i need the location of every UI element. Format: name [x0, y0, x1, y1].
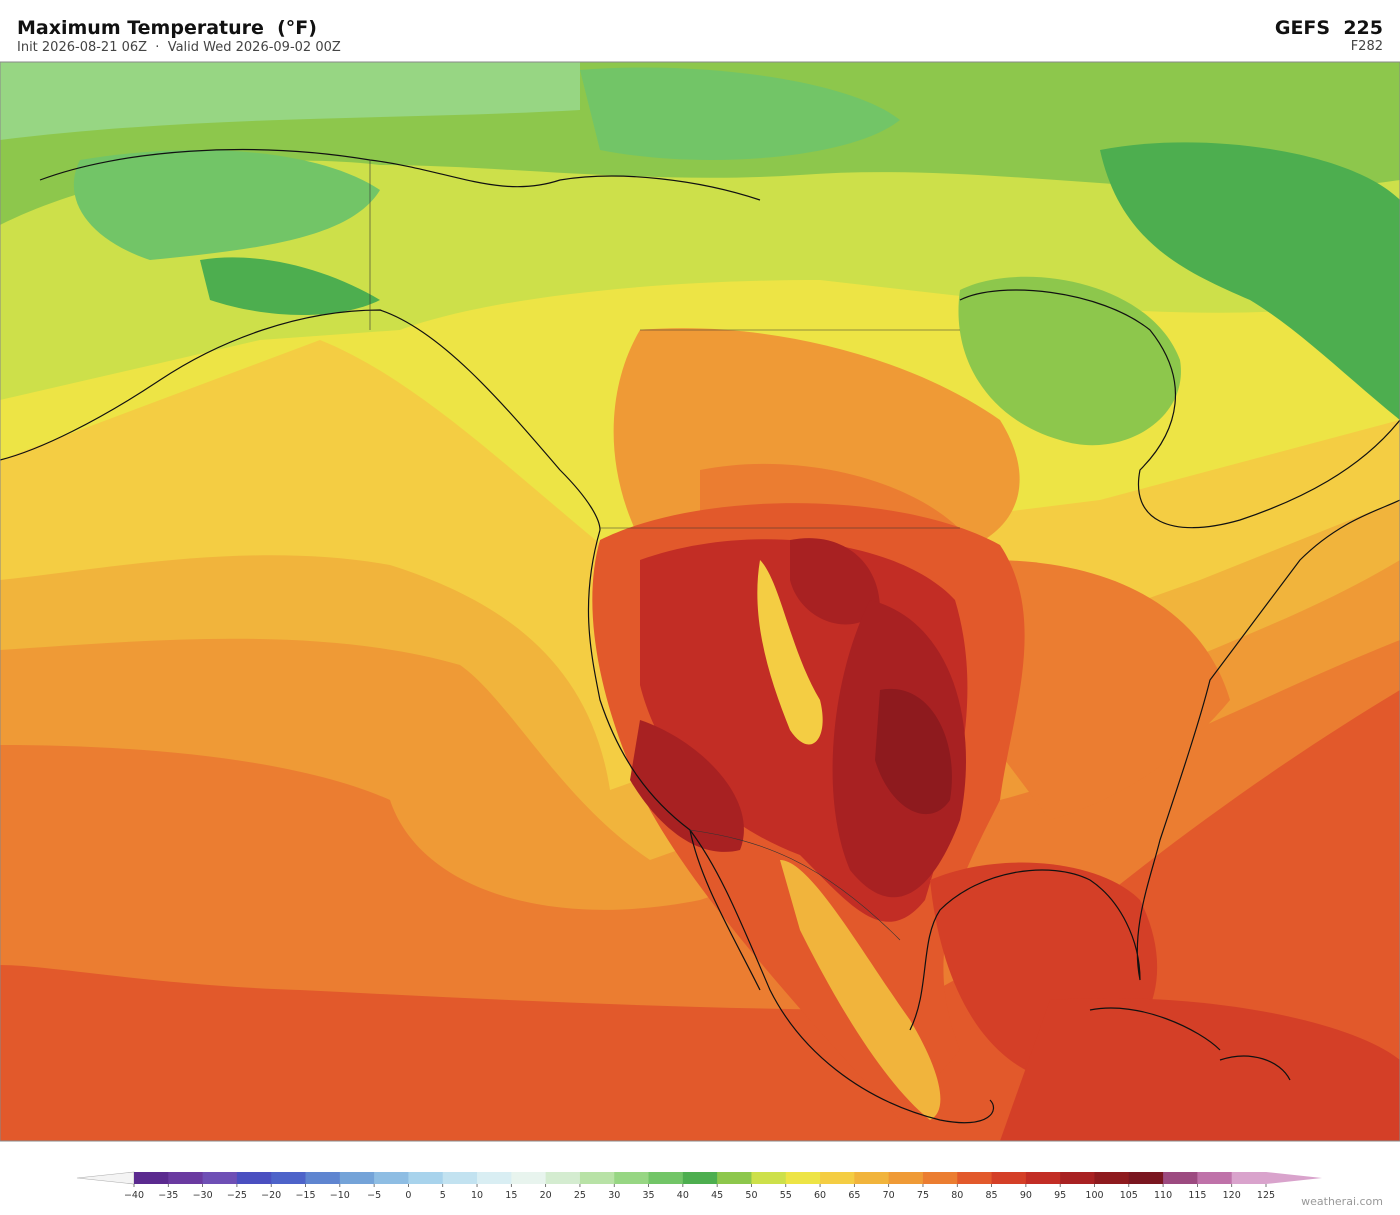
coastline	[959, 289, 1400, 529]
colorbar-tick-label: −20	[261, 1190, 281, 1201]
colorbar-tick-label: 30	[608, 1190, 620, 1201]
temperature-region	[790, 538, 880, 625]
colorbar-bin	[408, 1172, 444, 1184]
colorbar-tick-label: −10	[330, 1190, 350, 1201]
colorbar: −40 −35 −30 −25 −20 −15 −10 −5 0 5 10 15 20 25 30 35 40 4…	[76, 1171, 1322, 1201]
colorbar-bin	[545, 1172, 581, 1184]
colorbar-bin	[1197, 1172, 1233, 1184]
colorbar-tick-label: 65	[848, 1190, 860, 1201]
colorbar-bin	[1060, 1172, 1095, 1184]
colorbar-bin	[614, 1172, 650, 1184]
colorbar-bin	[202, 1172, 238, 1184]
colorbar-tick-label: 80	[951, 1190, 963, 1201]
temperature-region	[1100, 142, 1400, 420]
temperature-region	[580, 67, 900, 160]
colorbar-bin	[888, 1172, 924, 1184]
colorbar-tick-label: 60	[814, 1190, 826, 1201]
colorbar-bin	[134, 1172, 169, 1184]
colorbar-under	[76, 1171, 135, 1185]
colorbar-bin	[168, 1172, 204, 1184]
colorbar-bin	[648, 1172, 684, 1184]
colorbar-bin	[1231, 1172, 1267, 1184]
colorbar-bin	[236, 1172, 272, 1184]
colorbar-bin	[1094, 1172, 1130, 1184]
colorbar-tick-label: 45	[711, 1190, 723, 1201]
colorbar-bin	[511, 1172, 547, 1184]
colorbar-bin	[1025, 1172, 1061, 1184]
coastline	[39, 149, 761, 201]
colorbar-tick-label: 20	[540, 1190, 552, 1201]
colorbar-tick-label: −25	[227, 1190, 247, 1201]
colorbar-tick-label: 50	[745, 1190, 757, 1201]
colorbar-bin	[1128, 1172, 1164, 1184]
colorbar-bin	[339, 1172, 375, 1184]
colorbar-tick-label: 70	[883, 1190, 895, 1201]
temperature-region	[200, 257, 380, 315]
colorbar-bin	[579, 1172, 615, 1184]
colorbar-bin	[820, 1172, 855, 1184]
map-title: Maximum Temperature (°F)	[17, 17, 317, 39]
model-label: GEFS 225	[1275, 17, 1383, 39]
colorbar-tick-label: 10	[471, 1190, 483, 1201]
colorbar-bin	[717, 1172, 752, 1184]
forecast-hour: F282	[1351, 39, 1383, 54]
map	[0, 62, 1400, 1141]
temperature-region	[960, 560, 1230, 820]
colorbar-tick-label: 95	[1054, 1190, 1066, 1201]
colorbar-tick-label: 90	[1020, 1190, 1032, 1201]
colorbar-tick-label: 100	[1085, 1190, 1103, 1201]
temperature-region	[1000, 998, 1400, 1141]
colorbar-tick-label: −15	[295, 1190, 315, 1201]
colorbar-bin	[991, 1172, 1027, 1184]
colorbar-bin	[374, 1172, 409, 1184]
coastline	[909, 499, 1400, 1031]
colorbar-bin	[1163, 1172, 1198, 1184]
map-frame	[0, 61, 1400, 1142]
border	[689, 829, 901, 941]
temperature-region	[780, 860, 941, 1120]
colorbar-bin	[922, 1172, 958, 1184]
watermark: weatherai.com	[1301, 1195, 1383, 1208]
temperature-region	[757, 560, 823, 745]
colorbar-tick-label: −30	[193, 1190, 213, 1201]
colorbar-bin	[682, 1172, 718, 1184]
colorbar-bin	[442, 1172, 478, 1184]
colorbar-over	[1266, 1172, 1322, 1184]
colorbar-tick-label: 125	[1257, 1190, 1275, 1201]
temperature-region	[958, 276, 1181, 446]
colorbar-tick-label: 40	[677, 1190, 689, 1201]
colorbar-tick-label: 55	[780, 1190, 792, 1201]
colorbar-bin	[477, 1172, 512, 1184]
colorbar-tick-label: 105	[1120, 1190, 1138, 1201]
map-subtitle: Init 2026-08-21 06Z · Valid Wed 2026-09-…	[17, 40, 341, 55]
coastline	[0, 309, 601, 531]
colorbar-bin	[957, 1172, 993, 1184]
temperature-region	[630, 720, 744, 852]
colorbar-tick-label: 0	[405, 1190, 411, 1201]
colorbar-bin	[305, 1172, 341, 1184]
colorbar-bin	[271, 1172, 307, 1184]
colorbar-bin	[854, 1172, 890, 1184]
temperature-region	[875, 688, 952, 815]
colorbar-tick-label: −35	[158, 1190, 178, 1201]
colorbar-tick-label: 35	[642, 1190, 654, 1201]
colorbar-tick-label: 5	[440, 1190, 446, 1201]
temperature-region	[0, 62, 580, 140]
temperature-region	[73, 150, 380, 260]
colorbar-tick-label: 85	[986, 1190, 998, 1201]
colorbar-bin	[751, 1172, 787, 1184]
colorbar-bin	[785, 1172, 821, 1184]
colorbar-tick-label: 120	[1223, 1190, 1241, 1201]
coastline	[1089, 1007, 1291, 1081]
coastline	[689, 829, 761, 991]
colorbar-tick-label: 110	[1154, 1190, 1172, 1201]
colorbar-tick-label: 25	[574, 1190, 586, 1201]
colorbar-tick-label: −40	[124, 1190, 144, 1201]
colorbar-tick-label: −5	[367, 1190, 381, 1201]
colorbar-tick-label: 15	[505, 1190, 517, 1201]
colorbar-tick-label: 115	[1188, 1190, 1206, 1201]
coastline	[587, 529, 995, 1124]
colorbar-tick-label: 75	[917, 1190, 929, 1201]
